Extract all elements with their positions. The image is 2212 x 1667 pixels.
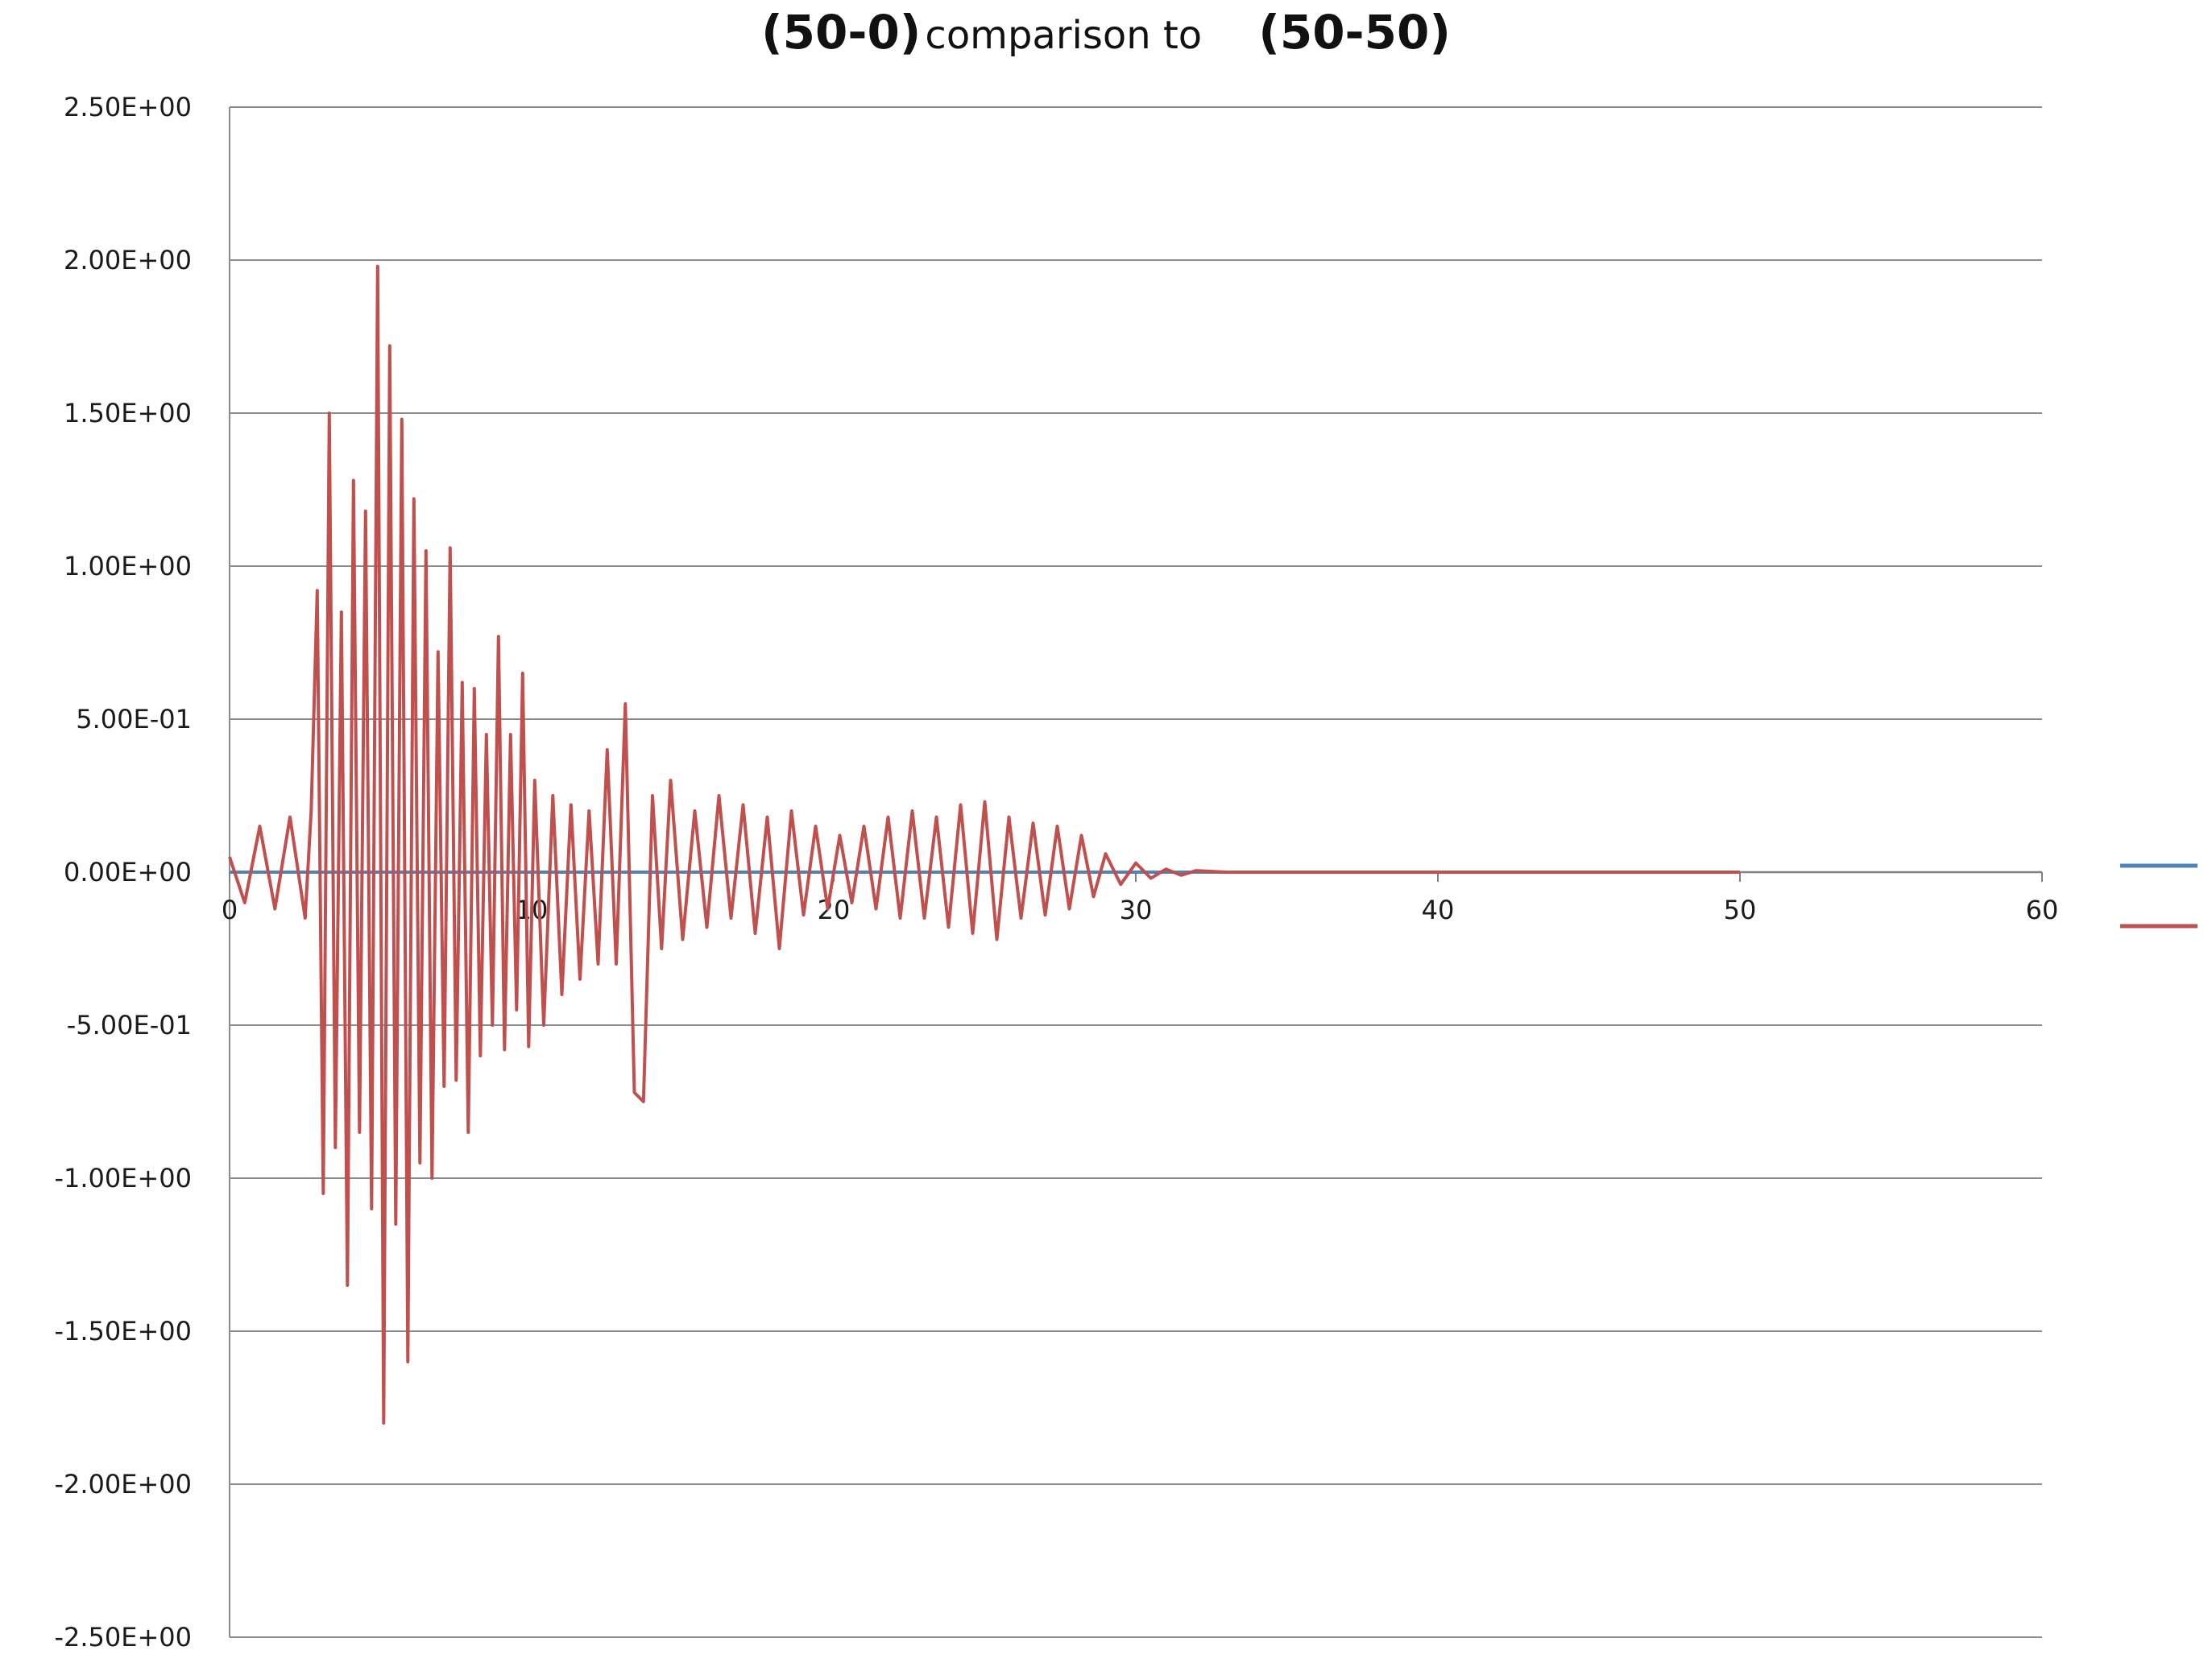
x-tick-label-5: 50 (1724, 895, 1757, 925)
y-tick-label-9: -2.00E+00 (54, 1469, 192, 1499)
x-tick-labels: 0 10 20 30 40 50 60 (222, 895, 2059, 925)
y-tick-labels: 2.50E+00 2.00E+00 1.50E+00 1.00E+00 5.00E-01… (54, 92, 192, 1653)
y-tick-label-6: -5.00E-01 (67, 1010, 192, 1040)
legend (2120, 863, 2198, 929)
chart-title-part-1: (50-0) (761, 5, 922, 60)
y-tick-label-4: 5.00E-01 (76, 704, 192, 734)
x-tick-label-4: 40 (1422, 895, 1455, 925)
x-tick-label-0: 0 (222, 895, 238, 925)
x-tick-label-6: 60 (2026, 895, 2059, 925)
chart-title-part-3: (50-50) (1258, 5, 1451, 60)
series-group (228, 264, 1740, 1425)
x-tick-label-3: 30 (1120, 895, 1153, 925)
y-tick-label-8: -1.50E+00 (54, 1316, 192, 1346)
y-tick-label-1: 2.00E+00 (64, 245, 192, 275)
x-tick-label-2: 20 (818, 895, 851, 925)
y-tick-label-10: -2.50E+00 (54, 1622, 192, 1653)
chart-title-part-2: comparison to (925, 13, 1203, 58)
chart-title: (50-0) comparison to (50-50) (0, 0, 2212, 64)
y-tick-label-2: 1.50E+00 (64, 398, 192, 428)
y-tick-label-7: -1.00E+00 (54, 1163, 192, 1193)
series-line-1 (228, 264, 1740, 1425)
y-tick-label-0: 2.50E+00 (64, 92, 192, 122)
y-tick-label-3: 1.00E+00 (64, 551, 192, 581)
y-tick-label-5: 0.00E+00 (64, 857, 192, 887)
gridlines (230, 106, 2042, 1638)
